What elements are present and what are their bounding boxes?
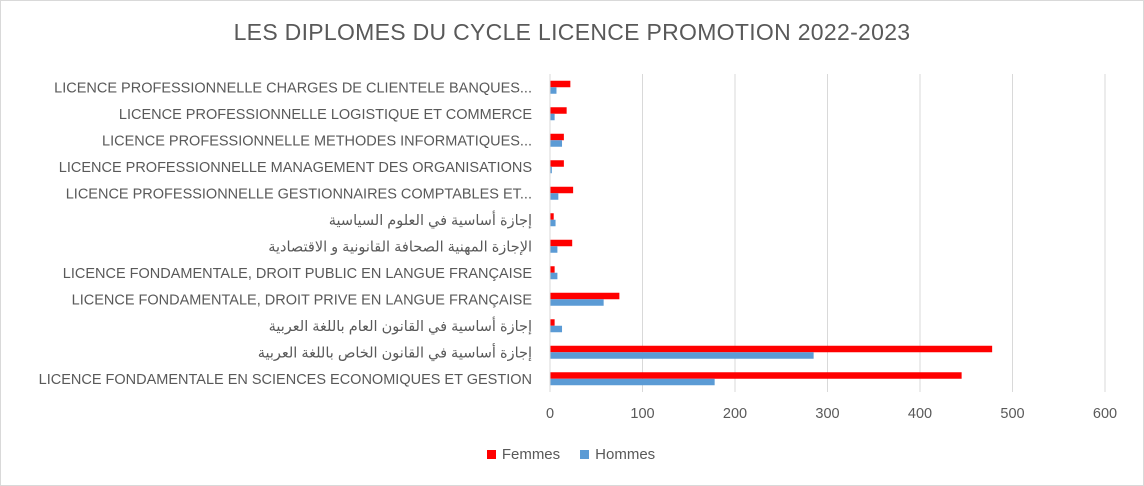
bar-hommes-9 <box>550 325 563 333</box>
x-tick-label-500: 500 <box>1000 406 1024 422</box>
bar-hommes-7 <box>550 272 558 280</box>
legend-item-hommes: Hommes <box>580 446 655 463</box>
bar-femmes-4 <box>550 186 574 194</box>
bar-femmes-2 <box>550 133 564 141</box>
bar-femmes-10 <box>550 345 993 353</box>
chart-title: LES DIPLOMES DU CYCLE LICENCE PROMOTION … <box>233 19 911 45</box>
bar-femmes-11 <box>550 372 962 379</box>
bar-femmes-6 <box>550 239 573 247</box>
legend-label-femmes: Femmes <box>501 446 561 463</box>
bar-femmes-3 <box>550 160 564 167</box>
x-tick-label-400: 400 <box>908 406 932 422</box>
category-label-2: LICENCE PROFESSIONNELLE METHODES INFORMA… <box>102 133 532 149</box>
category-label-10: إجازة أساسية في القانون الخاص باللغة الع… <box>258 342 532 361</box>
x-tick-label-600: 600 <box>1093 406 1117 422</box>
legend: Femmes Hommes <box>0 446 1142 463</box>
category-label-6: الإجازة المهنية الصحافة القانونية و الاق… <box>268 239 532 255</box>
bar-hommes-3 <box>550 166 552 174</box>
bar-femmes-7 <box>550 266 555 273</box>
bar-femmes-1 <box>550 107 567 114</box>
category-label-11: LICENCE FONDAMENTALE EN SCIENCES ECONOMI… <box>39 372 532 388</box>
bar-hommes-10 <box>550 352 814 359</box>
bar-hommes-1 <box>550 113 555 121</box>
category-label-3: LICENCE PROFESSIONNELLE MANAGEMENT DES O… <box>59 160 532 176</box>
x-tick-label-300: 300 <box>815 406 839 422</box>
category-label-0: LICENCE PROFESSIONNELLE CHARGES DE CLIEN… <box>54 80 532 96</box>
bar-femmes-0 <box>550 80 571 88</box>
bar-hommes-11 <box>550 378 715 386</box>
bar-hommes-5 <box>550 219 556 227</box>
bar-femmes-8 <box>550 292 620 300</box>
bar-hommes-8 <box>550 299 604 306</box>
bar-hommes-2 <box>550 140 563 147</box>
bar-hommes-4 <box>550 193 559 200</box>
legend-item-femmes: Femmes <box>486 446 561 463</box>
category-label-4: LICENCE PROFESSIONNELLE GESTIONNAIRES CO… <box>66 186 532 202</box>
category-label-8: LICENCE FONDAMENTALE, DROIT PRIVE EN LAN… <box>72 292 533 308</box>
x-tick-label-0: 0 <box>546 406 554 422</box>
category-label-1: LICENCE PROFESSIONNELLE LOGISTIQUE ET CO… <box>119 107 532 123</box>
category-label-7: LICENCE FONDAMENTALE, DROIT PUBLIC EN LA… <box>63 266 533 282</box>
legend-label-hommes: Hommes <box>595 446 656 463</box>
bar-hommes-0 <box>550 87 557 94</box>
bar-femmes-9 <box>550 319 555 326</box>
category-label-9: إجازة أساسية في القانون العام باللغة الع… <box>269 316 532 335</box>
legend-swatch-femmes <box>486 450 496 459</box>
legend-swatch-hommes <box>580 450 590 459</box>
category-label-5: إجازة أساسية في العلوم السياسية <box>329 210 532 229</box>
x-tick-label-100: 100 <box>630 406 654 422</box>
bar-hommes-6 <box>550 246 558 253</box>
x-tick-label-200: 200 <box>723 406 747 422</box>
bar-femmes-5 <box>550 213 554 220</box>
